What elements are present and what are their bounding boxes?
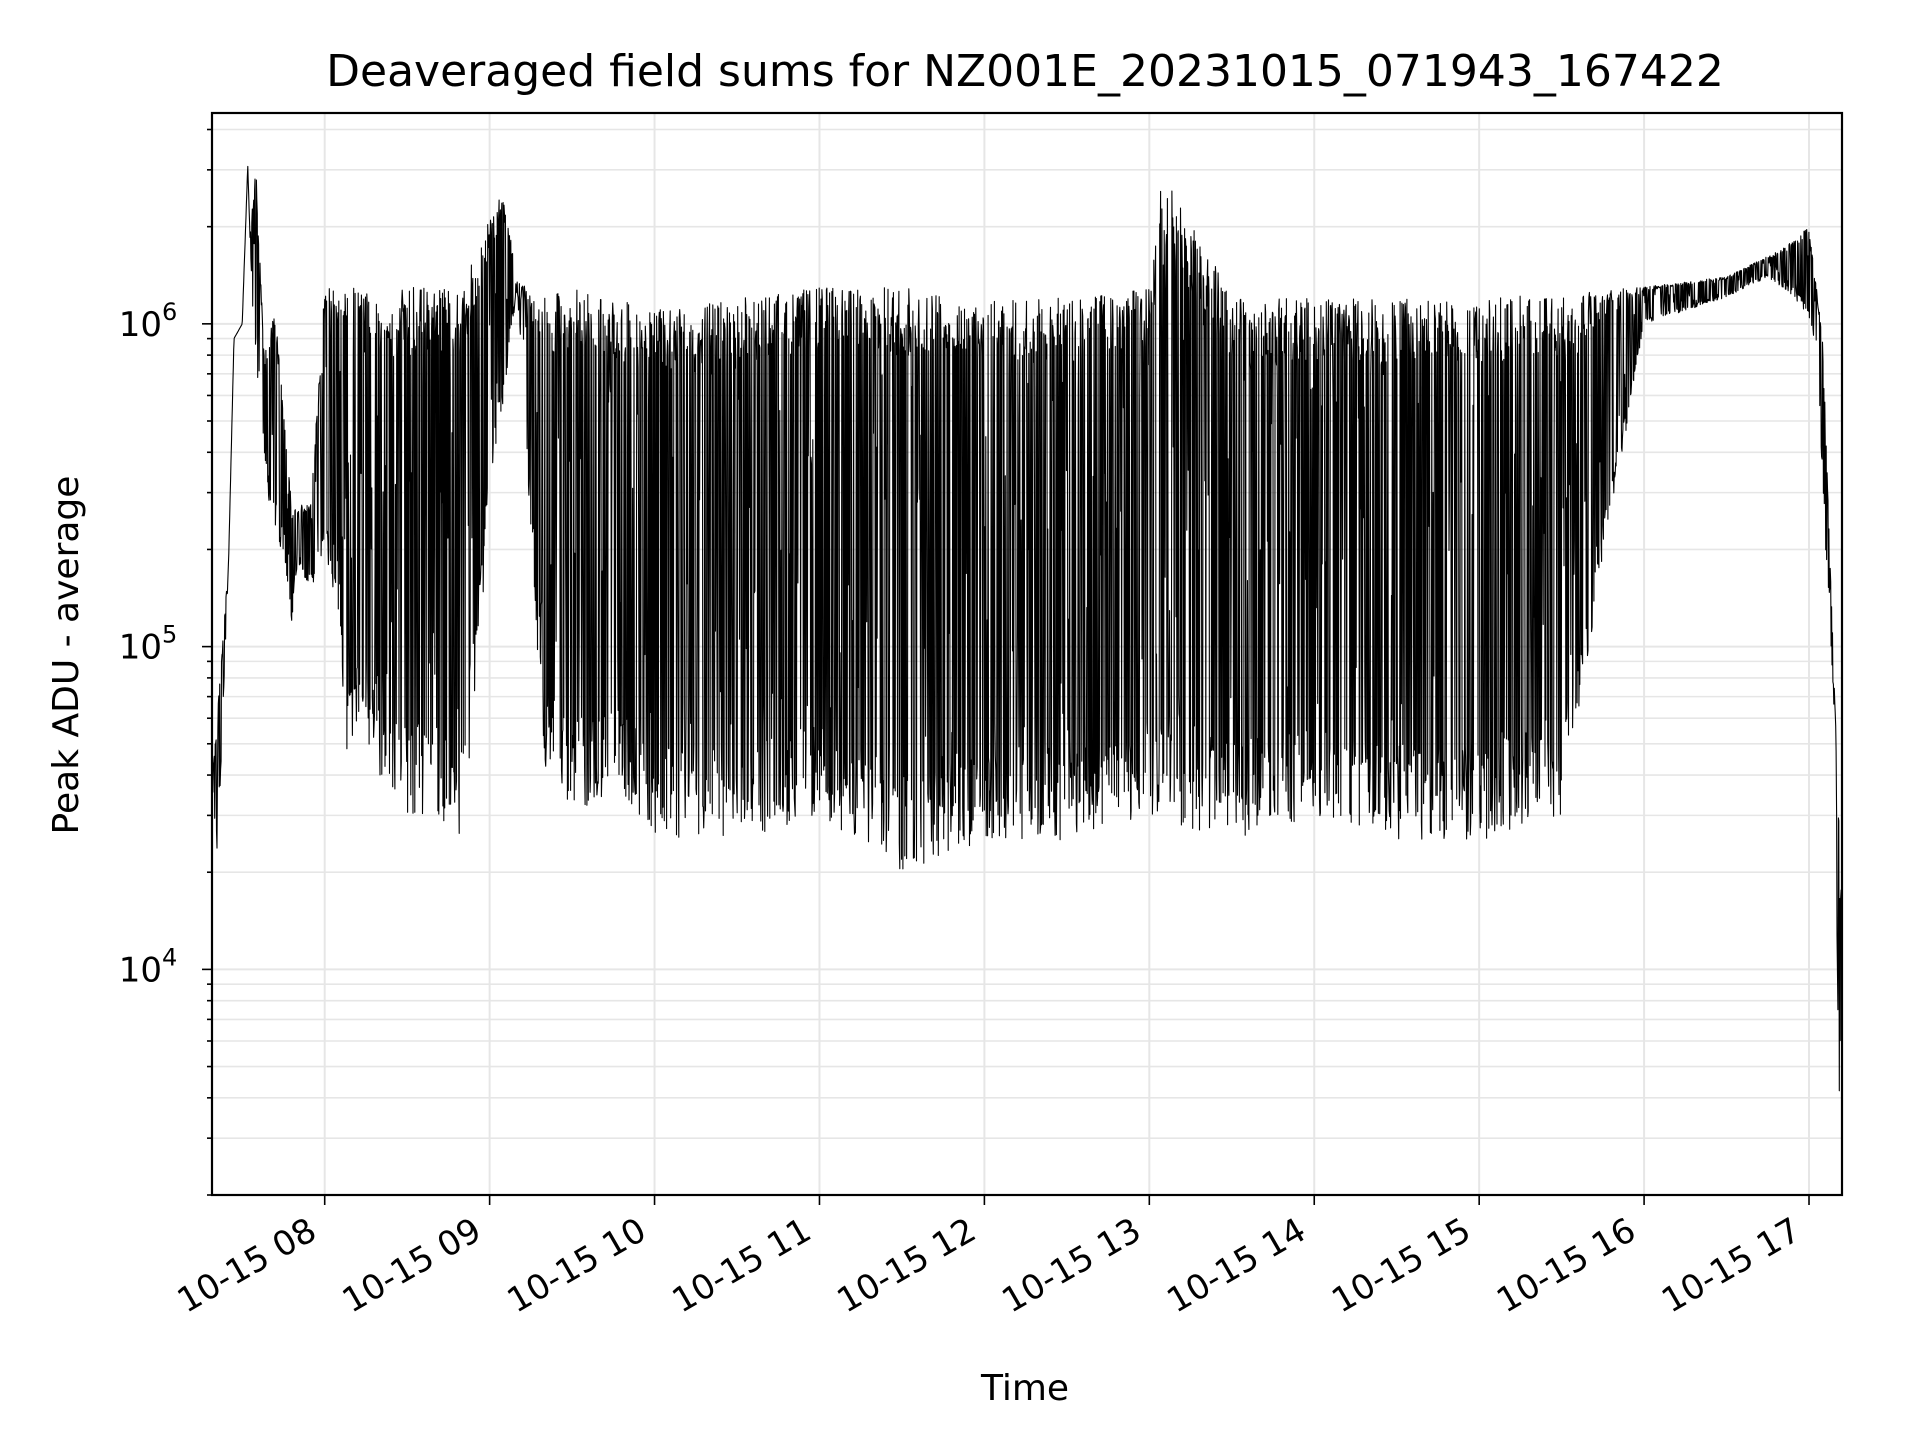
y-axis-label: Peak ADU - average	[46, 476, 87, 835]
x-axis-label: Time	[980, 1368, 1069, 1409]
data-series	[211, 165, 1843, 1092]
y-tick-label: 104	[119, 943, 178, 990]
y-tick-label: 106	[119, 298, 178, 345]
y-tick-label: 105	[119, 621, 178, 668]
data-line	[211, 165, 1843, 1092]
plot-frame	[210, 111, 1844, 1197]
chart-title: Deaveraged field sums for NZ001E_2023101…	[326, 46, 1724, 97]
